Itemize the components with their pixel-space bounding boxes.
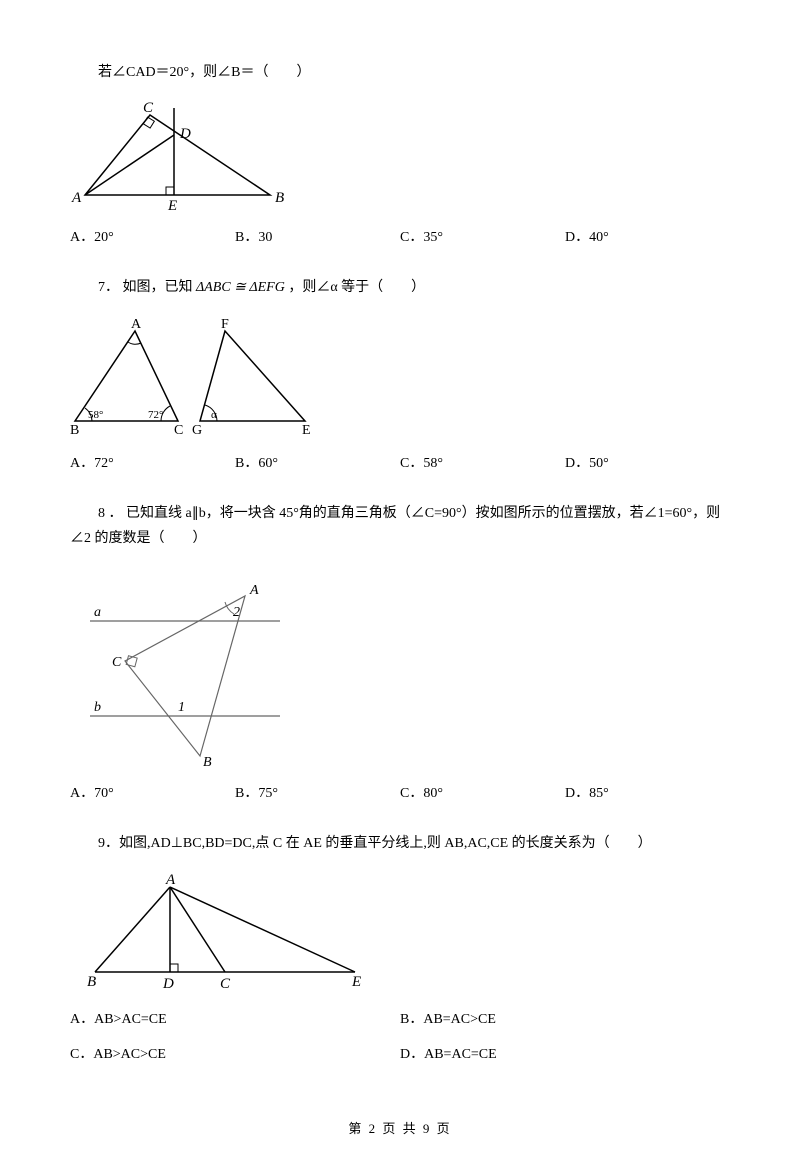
svg-text:A: A: [71, 190, 82, 206]
q8-option-a: A．70°: [70, 781, 235, 806]
q7-option-a: A．72°: [70, 451, 235, 476]
svg-text:B: B: [70, 423, 79, 436]
svg-text:b: b: [94, 700, 101, 715]
svg-text:F: F: [221, 317, 229, 332]
svg-text:D: D: [179, 126, 191, 142]
q9-option-a: A．AB>AC=CE: [70, 1007, 400, 1032]
q7-figure: A B C F G E 58° 72° α: [70, 316, 730, 436]
q6-option-b: B．30: [235, 225, 400, 250]
q8-text: 已知直线 a∥b，将一块含 45°角的直角三角板（∠C=90°）按如图所示的位置…: [70, 506, 720, 546]
q8-prompt: 8 ． 已知直线 a∥b，将一块含 45°角的直角三角板（∠C=90°）按如图所…: [70, 501, 730, 551]
page-footer: 第 2 页 共 9 页: [70, 1117, 730, 1140]
q9-number: 9．: [98, 836, 119, 851]
q9-prompt: 9．如图,AD⊥BC,BD=DC,点 C 在 AE 的垂直平分线上,则 AB,A…: [70, 831, 730, 856]
svg-text:B: B: [87, 974, 96, 990]
q8-options: A．70° B．75° C．80° D．85°: [70, 781, 730, 806]
svg-text:α: α: [211, 409, 217, 421]
svg-text:B: B: [203, 755, 212, 766]
svg-text:2: 2: [233, 605, 240, 620]
svg-text:E: E: [351, 974, 361, 990]
q6-option-d: D．40°: [565, 225, 730, 250]
q6-figure: A B C D E: [70, 100, 730, 210]
q8-number: 8 ．: [98, 506, 123, 521]
svg-text:E: E: [167, 198, 177, 210]
q7-suffix: ，则∠α 等于（ ）: [288, 280, 425, 295]
svg-text:C: C: [220, 976, 231, 992]
svg-text:A: A: [249, 583, 259, 598]
q7-option-b: B．60°: [235, 451, 400, 476]
svg-text:A: A: [131, 317, 142, 332]
q8-option-d: D．85°: [565, 781, 730, 806]
q7-prefix: 如图，已知: [123, 280, 193, 295]
q9-options: A．AB>AC=CE B．AB=AC>CE C．AB>AC>CE D．AB=AC…: [70, 1007, 730, 1077]
svg-text:B: B: [275, 190, 284, 206]
svg-text:E: E: [302, 423, 311, 436]
svg-text:C: C: [112, 655, 122, 670]
q6-prompt: 若∠CAD＝20°，则∠B＝（ ）: [70, 60, 730, 85]
q8-figure: a b A B C 1 2: [70, 566, 730, 766]
q7-math: ΔABC ≅ ΔEFG: [196, 280, 285, 295]
q9-option-c: C．AB>AC>CE: [70, 1042, 400, 1067]
svg-text:72°: 72°: [148, 409, 163, 421]
q6-options: A．20° B．30 C．35° D．40°: [70, 225, 730, 250]
q7-option-d: D．50°: [565, 451, 730, 476]
q7-prompt: 7． 如图，已知 ΔABC ≅ ΔEFG ，则∠α 等于（ ）: [70, 275, 730, 300]
q9-figure: A B D C E: [70, 872, 730, 992]
q7-options: A．72° B．60° C．58° D．50°: [70, 451, 730, 476]
q7-option-c: C．58°: [400, 451, 565, 476]
q6-option-a: A．20°: [70, 225, 235, 250]
svg-text:G: G: [192, 423, 202, 436]
svg-text:A: A: [165, 872, 176, 888]
q9-text: 如图,AD⊥BC,BD=DC,点 C 在 AE 的垂直平分线上,则 AB,AC,…: [119, 836, 652, 851]
q6-option-c: C．35°: [400, 225, 565, 250]
q9-option-b: B．AB=AC>CE: [400, 1007, 730, 1032]
q7-number: 7．: [98, 280, 119, 295]
q8-option-c: C．80°: [400, 781, 565, 806]
svg-text:D: D: [162, 976, 174, 992]
svg-text:C: C: [143, 100, 154, 116]
svg-text:a: a: [94, 605, 101, 620]
q9-option-d: D．AB=AC=CE: [400, 1042, 730, 1067]
svg-text:58°: 58°: [88, 409, 103, 421]
q8-option-b: B．75°: [235, 781, 400, 806]
svg-text:1: 1: [178, 700, 185, 715]
svg-text:C: C: [174, 423, 183, 436]
